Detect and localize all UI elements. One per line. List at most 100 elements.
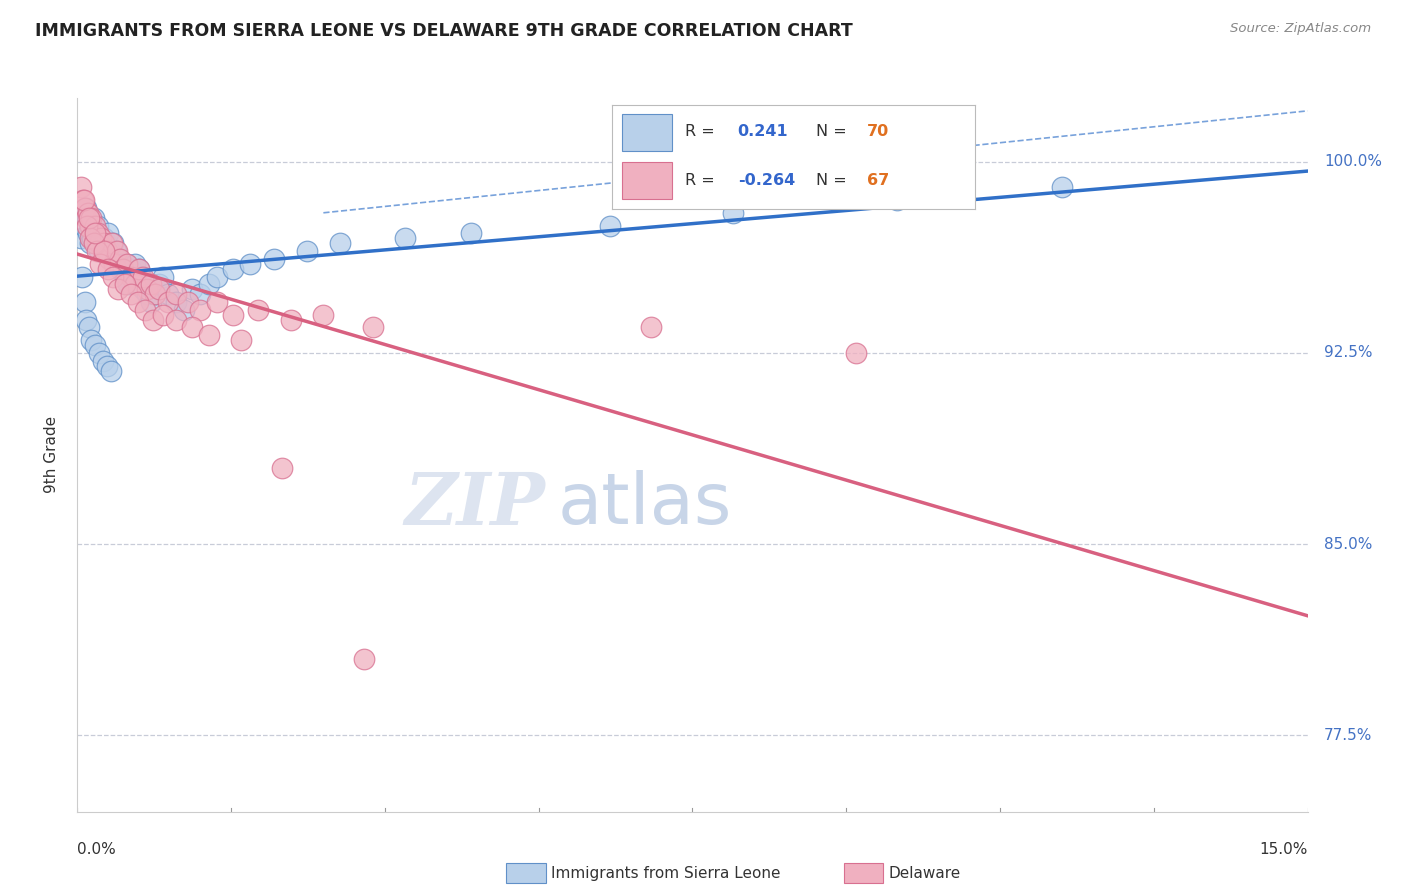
- Point: [90, 231, 112, 245]
- Point: [83, 211, 105, 225]
- Point: [103, 257, 125, 271]
- Point: [246, 302, 269, 317]
- Point: [76, 219, 98, 233]
- Point: [117, 277, 139, 292]
- Point: [103, 257, 125, 271]
- Text: Delaware: Delaware: [889, 866, 960, 880]
- Point: [89, 257, 111, 271]
- Point: [239, 257, 262, 271]
- Point: [96, 244, 118, 258]
- Point: [723, 206, 745, 220]
- Text: IMMIGRANTS FROM SIERRA LEONE VS DELAWARE 9TH GRADE CORRELATION CHART: IMMIGRANTS FROM SIERRA LEONE VS DELAWARE…: [35, 22, 853, 40]
- Point: [97, 261, 120, 276]
- Point: [73, 295, 96, 310]
- Point: [94, 236, 117, 251]
- Point: [845, 346, 868, 360]
- Point: [97, 226, 120, 240]
- Point: [197, 328, 219, 343]
- Point: [93, 231, 115, 245]
- Point: [79, 231, 101, 245]
- Point: [114, 269, 136, 284]
- Point: [173, 302, 195, 317]
- Point: [100, 364, 122, 378]
- Point: [75, 201, 97, 215]
- Point: [222, 308, 245, 322]
- Point: [89, 236, 111, 251]
- Point: [129, 269, 153, 284]
- Point: [104, 244, 127, 258]
- Point: [75, 211, 97, 225]
- Text: 0.0%: 0.0%: [77, 842, 117, 857]
- Point: [93, 244, 115, 258]
- Point: [205, 269, 228, 284]
- Point: [152, 269, 174, 284]
- Point: [143, 287, 166, 301]
- Point: [91, 244, 114, 258]
- Point: [141, 277, 163, 292]
- Point: [177, 295, 200, 310]
- Point: [165, 313, 187, 327]
- Point: [197, 277, 219, 292]
- Point: [84, 226, 107, 240]
- Point: [91, 353, 114, 368]
- Point: [128, 261, 150, 276]
- Point: [89, 231, 111, 245]
- Point: [84, 226, 107, 240]
- Text: 77.5%: 77.5%: [1324, 728, 1372, 743]
- Point: [87, 226, 110, 240]
- Point: [70, 180, 93, 194]
- Point: [93, 236, 115, 251]
- Point: [87, 346, 110, 360]
- Point: [111, 257, 134, 271]
- Point: [134, 302, 156, 317]
- Text: Immigrants from Sierra Leone: Immigrants from Sierra Leone: [551, 866, 780, 880]
- Text: 85.0%: 85.0%: [1324, 537, 1372, 551]
- Point: [77, 226, 100, 240]
- Point: [271, 460, 294, 475]
- Point: [132, 269, 155, 284]
- Point: [107, 282, 129, 296]
- Text: ZIP: ZIP: [404, 469, 546, 541]
- Point: [86, 244, 108, 258]
- Point: [148, 277, 170, 292]
- Point: [132, 282, 155, 296]
- Point: [98, 252, 121, 266]
- Point: [295, 244, 318, 258]
- Point: [112, 261, 135, 276]
- Point: [148, 282, 170, 296]
- Point: [120, 261, 142, 276]
- Point: [77, 320, 100, 334]
- Point: [79, 219, 101, 233]
- Point: [124, 277, 146, 292]
- Point: [80, 333, 103, 347]
- Point: [76, 211, 98, 225]
- Point: [599, 219, 621, 233]
- Point: [103, 236, 125, 251]
- Point: [72, 193, 94, 207]
- Point: [361, 320, 384, 334]
- Point: [80, 211, 103, 225]
- Point: [156, 295, 179, 310]
- Point: [188, 302, 212, 317]
- Point: [70, 269, 93, 284]
- Point: [329, 236, 352, 251]
- Point: [90, 236, 114, 251]
- Text: atlas: atlas: [557, 470, 731, 540]
- Text: 15.0%: 15.0%: [1260, 842, 1308, 857]
- Point: [125, 277, 148, 292]
- Point: [394, 231, 416, 245]
- Point: [127, 295, 149, 310]
- Point: [98, 244, 121, 258]
- Point: [231, 333, 253, 347]
- Point: [181, 282, 204, 296]
- Point: [70, 231, 93, 245]
- Point: [96, 359, 118, 373]
- Point: [108, 261, 131, 276]
- Point: [122, 269, 145, 284]
- Point: [165, 295, 187, 310]
- Point: [94, 244, 117, 258]
- Point: [83, 236, 105, 251]
- Text: 100.0%: 100.0%: [1324, 154, 1382, 169]
- Point: [143, 287, 166, 301]
- Point: [115, 257, 138, 271]
